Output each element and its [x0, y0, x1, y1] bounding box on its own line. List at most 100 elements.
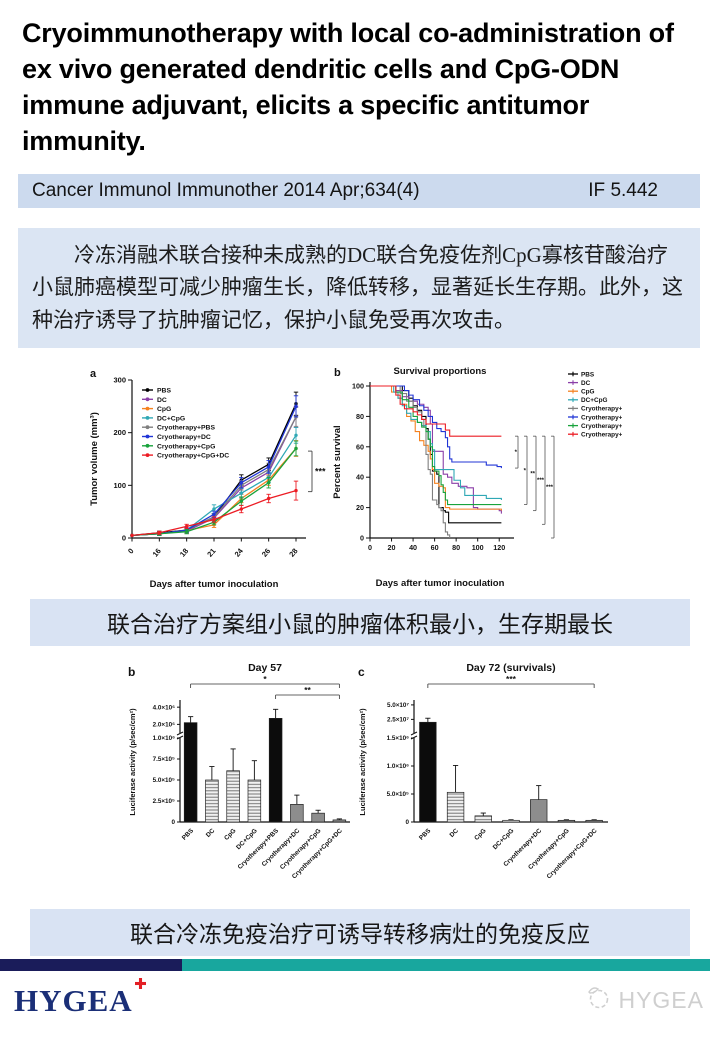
- svg-text:CpG: CpG: [473, 827, 488, 842]
- svg-text:Luciferase activity (p/sec/cm²: Luciferase activity (p/sec/cm²): [128, 708, 137, 816]
- svg-text:0: 0: [405, 819, 409, 826]
- svg-text:40: 40: [356, 473, 364, 482]
- svg-text:Cryotherapy+CpG+DC: Cryotherapy+CpG+DC: [546, 827, 599, 880]
- svg-text:Cryotherapy+DC: Cryotherapy+DC: [261, 827, 302, 868]
- svg-text:c: c: [358, 665, 365, 679]
- svg-text:PBS: PBS: [181, 827, 196, 842]
- figure-panel-2: 0 2.5×10⁵ 5.0×10⁵ 7.5×10⁵ 1.0×10⁶ 2.0×10⁶ 4.0×…: [0, 656, 720, 899]
- abstract-text: 冷冻消融术联合接种未成熟的DC联合免疫佐剂CpG寡核苷酸治疗小鼠肺癌模型可减少肿…: [32, 242, 683, 333]
- svg-text:24: 24: [233, 546, 246, 559]
- svg-text:Cryotherapy+PBS: Cryotherapy+PBS: [157, 425, 215, 432]
- svg-text:18: 18: [178, 546, 190, 558]
- svg-text:60: 60: [431, 543, 439, 552]
- svg-text:DC+CpG: DC+CpG: [157, 415, 185, 422]
- svg-text:16: 16: [151, 546, 163, 558]
- svg-text:100: 100: [113, 481, 126, 490]
- svg-text:DC: DC: [449, 827, 461, 839]
- svg-text:200: 200: [113, 428, 126, 437]
- svg-text:DC: DC: [205, 827, 217, 839]
- svg-text:*: *: [515, 450, 518, 456]
- svg-text:80: 80: [356, 412, 364, 421]
- svg-text:a: a: [90, 368, 97, 380]
- journal-citation: Cancer Immunol Immunother 2014 Apr;634(4…: [32, 179, 420, 201]
- svg-text:4.0×10⁶: 4.0×10⁶: [153, 704, 175, 711]
- article-title: Cryoimmunotherapy with local co-administ…: [22, 18, 674, 156]
- svg-text:100: 100: [472, 543, 484, 552]
- svg-text:Cryotherapy+PBS: Cryotherapy+PBS: [581, 406, 622, 413]
- impact-factor-badge: IF 5.442: [588, 179, 658, 201]
- svg-text:21: 21: [205, 546, 217, 558]
- svg-text:PBS: PBS: [157, 387, 171, 394]
- svg-text:Cryotherapy+DC: Cryotherapy+DC: [581, 414, 622, 421]
- svg-text:DC+CpG: DC+CpG: [581, 397, 607, 404]
- svg-text:80: 80: [452, 543, 460, 552]
- svg-text:0: 0: [360, 533, 364, 542]
- footer-accent-navy-bar: [0, 958, 182, 971]
- svg-text:Luciferase activity (p/sec/cm²: Luciferase activity (p/sec/cm²): [358, 708, 367, 816]
- svg-text:1.0×10⁶: 1.0×10⁶: [387, 763, 409, 770]
- svg-text:1.0×10⁶: 1.0×10⁶: [153, 735, 175, 742]
- abstract-box: 冷冻消融术联合接种未成熟的DC联合免疫佐剂CpG寡核苷酸治疗小鼠肺癌模型可减少肿…: [18, 227, 700, 348]
- svg-text:0: 0: [171, 819, 175, 826]
- figure2-caption: 联合冷冻免疫治疗可诱导转移病灶的免疫反应: [30, 908, 690, 956]
- svg-text:CpG: CpG: [223, 827, 238, 842]
- svg-text:2.5×10⁵: 2.5×10⁵: [153, 798, 175, 805]
- svg-text:2.5×10⁷: 2.5×10⁷: [387, 716, 409, 723]
- svg-text:b: b: [128, 665, 135, 679]
- svg-text:Survival proportions: Survival proportions: [394, 366, 487, 377]
- svg-text:***: ***: [506, 674, 517, 684]
- red-cross-icon: [134, 977, 146, 989]
- svg-text:0: 0: [368, 543, 372, 552]
- svg-text:***: ***: [537, 478, 545, 484]
- day72-bar-chart: 0 5.0×10⁵ 1.0×10⁶ 1.5×10⁶ 2.5×10⁷ 5.0×10⁷ PBS D…: [358, 662, 608, 880]
- svg-text:DC: DC: [157, 397, 167, 404]
- hygea-watermark-text: HYGEA: [618, 987, 704, 1014]
- hygea-logo-text: HYGEA: [14, 982, 133, 1018]
- svg-text:Cryotherapy+CpG+DC: Cryotherapy+CpG+DC: [157, 452, 229, 459]
- svg-text:7.5×10⁵: 7.5×10⁵: [153, 756, 175, 763]
- footer-accent-bars: [0, 958, 720, 971]
- hygea-watermark: HYGEA: [585, 984, 704, 1017]
- svg-text:Cryotherapy+CpG: Cryotherapy+CpG: [581, 423, 622, 430]
- figure2-caption-text: 联合冷冻免疫治疗可诱导转移病灶的免疫反应: [130, 922, 590, 948]
- svg-text:0: 0: [122, 533, 126, 542]
- figure1-caption: 联合治疗方案组小鼠的肿瘤体积最小，生存期最长: [30, 598, 690, 646]
- svg-text:Days after tumor inoculation: Days after tumor inoculation: [376, 578, 505, 589]
- svg-text:PBS: PBS: [418, 827, 433, 842]
- svg-text:Cryotherapy+DC: Cryotherapy+DC: [157, 434, 211, 441]
- svg-text:*: *: [263, 674, 267, 684]
- svg-text:Tumor volume (mm³): Tumor volume (mm³): [89, 412, 100, 506]
- svg-text:***: ***: [546, 485, 554, 491]
- footer: HYGEA HYGEA: [14, 977, 704, 1019]
- svg-text:100: 100: [352, 381, 364, 390]
- svg-text:5.0×10⁷: 5.0×10⁷: [387, 702, 409, 709]
- svg-text:5.0×10⁵: 5.0×10⁵: [153, 777, 175, 784]
- svg-text:*: *: [524, 468, 527, 474]
- svg-text:120: 120: [493, 543, 505, 552]
- svg-text:Cryotherapy+CpG+DC: Cryotherapy+CpG+DC: [581, 431, 622, 438]
- day57-bar-chart: 0 2.5×10⁵ 5.0×10⁵ 7.5×10⁵ 1.0×10⁶ 2.0×10⁶ 4.0×…: [128, 662, 350, 880]
- svg-text:0: 0: [126, 546, 136, 555]
- svg-text:Percent survival: Percent survival: [332, 425, 343, 498]
- figure1-caption-text: 联合治疗方案组小鼠的肿瘤体积最小，生存期最长: [107, 612, 613, 638]
- svg-text:PBS: PBS: [581, 371, 595, 378]
- svg-text:28: 28: [287, 546, 299, 558]
- svg-text:DC+CpG: DC+CpG: [492, 827, 516, 851]
- svg-text:Day 57: Day 57: [248, 662, 282, 674]
- svg-text:**: **: [304, 685, 311, 695]
- svg-text:26: 26: [260, 546, 272, 558]
- footer-accent-teal-bar: [182, 958, 710, 971]
- tumor-volume-chart: 0 100 200 300 0 16 18 21 24 26 28 Days after tumor …: [89, 368, 326, 590]
- svg-text:20: 20: [388, 543, 396, 552]
- svg-text:Day 72 (survivals): Day 72 (survivals): [466, 662, 555, 674]
- svg-text:300: 300: [113, 375, 126, 384]
- svg-text:5.0×10⁵: 5.0×10⁵: [387, 791, 409, 798]
- svg-text:b: b: [334, 367, 341, 379]
- hygea-watermark-icon: [585, 984, 612, 1017]
- svg-text:***: ***: [315, 466, 326, 476]
- figure-panel-1: 0 100 200 300 0 16 18 21 24 26 28 Days after tumor …: [0, 362, 720, 594]
- svg-text:20: 20: [356, 503, 364, 512]
- svg-text:Days after tumor inoculation: Days after tumor inoculation: [150, 579, 279, 590]
- svg-text:CpG: CpG: [157, 406, 171, 413]
- svg-text:CpG: CpG: [581, 388, 595, 395]
